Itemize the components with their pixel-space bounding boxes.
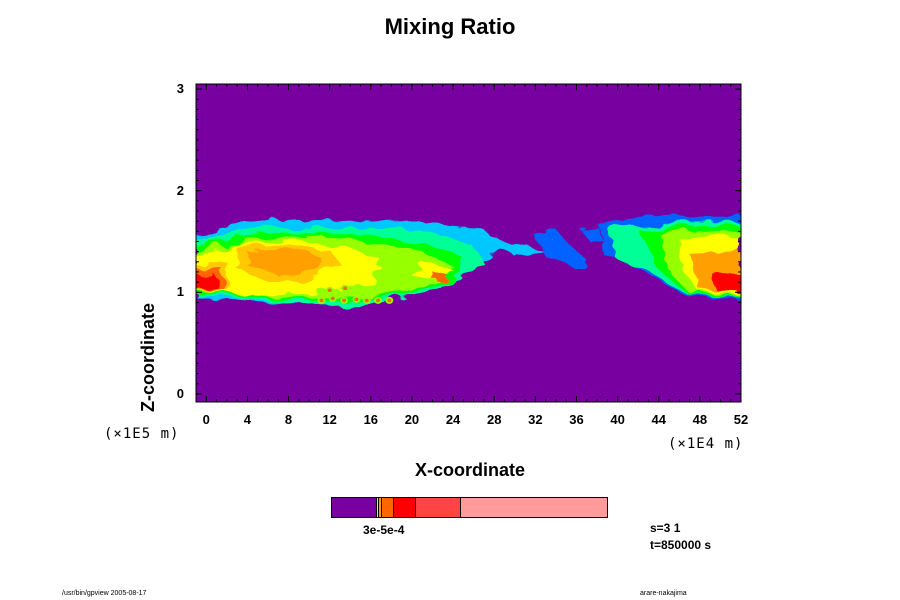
- puff-core-4: [364, 298, 369, 303]
- x-tick-label: 36: [569, 412, 584, 427]
- x-tick-label: 24: [445, 412, 461, 427]
- colorbar-segment: [461, 498, 607, 517]
- contour-region-16: [247, 247, 320, 276]
- puff-core-6: [387, 298, 392, 303]
- x-tick-label: 32: [528, 412, 543, 427]
- contour-region-1: [494, 243, 546, 256]
- puff-core-0: [319, 298, 324, 303]
- info-panel: s=3 1 t=850000 s: [650, 520, 711, 554]
- contour-region-21: [710, 269, 741, 291]
- y-axis-label: Z-coordinate: [138, 302, 158, 412]
- x-tick-label: 16: [363, 412, 379, 427]
- x-tick-label: 12: [322, 412, 337, 427]
- colorbar-segment: [382, 498, 394, 517]
- plot-frame: [195, 83, 742, 403]
- puff-core-8: [343, 286, 348, 291]
- x-unit-label: (×1E4 m): [668, 436, 744, 452]
- x-tick-label: 40: [610, 412, 625, 427]
- puff-core-5: [376, 298, 381, 303]
- footer-left: /usr/bin/gpview 2005-08-17: [62, 590, 147, 597]
- x-tick-label: 28: [486, 412, 502, 427]
- mixing-ratio-layer: [196, 215, 741, 307]
- x-tick-label: 48: [692, 412, 708, 427]
- y-unit-label: (×1E5 m): [104, 426, 180, 442]
- puff-core-7: [327, 288, 332, 293]
- x-tick-label: 44: [651, 412, 666, 427]
- footer-right: arare-nakajima: [640, 590, 687, 597]
- colorbar-tick-label: 3e-5e-4: [363, 523, 405, 537]
- x-axis-label: X-coordinate: [414, 460, 525, 480]
- contour-region-3: [581, 225, 603, 244]
- contour-region-2: [535, 229, 587, 270]
- time-label: t=850000 s: [650, 538, 712, 552]
- colorbar-segment: [377, 498, 379, 517]
- colorbar: [331, 497, 608, 518]
- x-tick-label: 8: [284, 412, 293, 427]
- colorbar-segment: [394, 498, 416, 517]
- x-tick-label: 4: [243, 412, 252, 427]
- x-tick-label: 20: [404, 412, 420, 427]
- y-tick-label: 0: [176, 385, 184, 401]
- x-tick-label: 52: [733, 412, 749, 427]
- y-tick-label: 2: [176, 182, 184, 198]
- step-label: s=3 1: [650, 521, 681, 535]
- chart-title: Mixing Ratio: [384, 14, 516, 39]
- puff-core-3: [354, 297, 359, 302]
- puff-core-2: [342, 298, 347, 303]
- colorbar-segment: [416, 498, 461, 517]
- y-tick-label: 1: [176, 284, 184, 300]
- contour-region-19: [430, 272, 448, 281]
- colorbar-segment: [332, 498, 377, 517]
- contour-region-20: [196, 274, 219, 289]
- y-tick-label: 3: [176, 81, 184, 97]
- x-tick-label: 0: [202, 412, 210, 427]
- puff-core-1: [330, 296, 335, 301]
- colorbar-segment: [379, 498, 382, 517]
